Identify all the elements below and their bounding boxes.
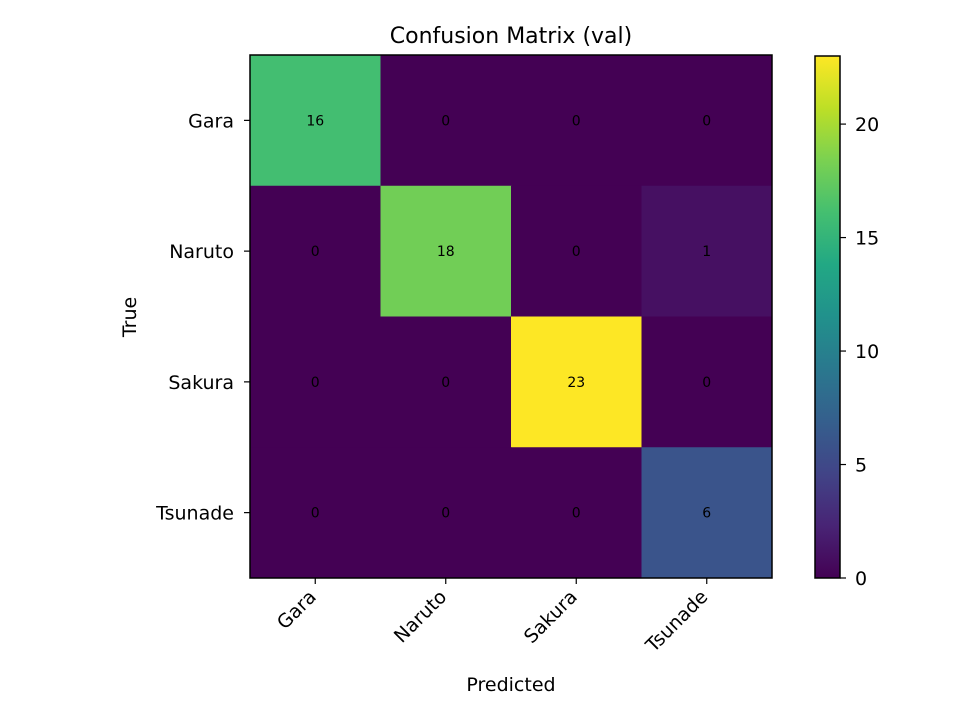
heatmap-cell-naruto-gara — [250, 185, 381, 317]
colorbar-tick-label: 20 — [855, 114, 879, 136]
heatmap-cell-sakura-tsunade — [641, 316, 773, 448]
heatmap-cell-naruto-tsunade — [641, 185, 773, 317]
y-axis-label: True — [119, 297, 141, 338]
cell-value-label: 0 — [572, 113, 581, 129]
colorbar: 0 5 10 15 20 — [814, 55, 879, 590]
heatmap-cell-gara-naruto — [380, 55, 512, 187]
heatmap-cells — [250, 55, 773, 579]
heatmap-cell-naruto-sakura — [511, 185, 642, 317]
cell-value-label: 23 — [567, 375, 585, 391]
x-tick-label-sakura: Sakura — [520, 586, 582, 648]
cell-value-label: 0 — [441, 506, 450, 522]
y-axis-ticks: Gara Naruto Sakura Tsunade — [155, 110, 250, 525]
cell-value-label: 0 — [441, 113, 450, 129]
y-tick-label-gara: Gara — [188, 110, 234, 132]
x-tick-label-naruto: Naruto — [390, 586, 451, 647]
cell-value-label: 0 — [311, 244, 320, 260]
x-axis-ticks: Gara Naruto Sakura Tsunade — [273, 578, 712, 657]
cell-value-label: 6 — [702, 506, 711, 522]
cell-value-label: 0 — [572, 506, 581, 522]
colorbar-tick-label: 10 — [855, 341, 879, 363]
cell-value-label: 0 — [572, 244, 581, 260]
colorbar-tick-label: 15 — [855, 228, 879, 250]
y-tick-label-tsunade: Tsunade — [155, 503, 234, 525]
x-tick-label-gara: Gara — [273, 586, 321, 634]
heatmap-cell-sakura-gara — [250, 316, 381, 448]
x-axis-label: Predicted — [466, 674, 555, 696]
colorbar-gradient — [814, 55, 841, 579]
heatmap-cell-gara-sakura — [511, 55, 642, 187]
cell-value-label: 0 — [311, 375, 320, 391]
x-tick-label-tsunade: Tsunade — [641, 586, 712, 657]
y-tick-label-sakura: Sakura — [168, 372, 234, 394]
colorbar-tick-label: 5 — [855, 455, 867, 477]
cell-value-label: 0 — [702, 375, 711, 391]
chart-title: Confusion Matrix (val) — [390, 24, 632, 49]
y-tick-label-naruto: Naruto — [169, 241, 234, 263]
plot-frame — [249, 54, 773, 579]
cell-value-label: 1 — [702, 244, 711, 260]
heatmap-cell-tsunade-naruto — [380, 447, 512, 579]
cell-value-label: 0 — [702, 113, 711, 129]
cell-value-label: 16 — [306, 113, 324, 129]
colorbar-ticks: 0 5 10 15 20 — [840, 114, 879, 590]
heatmap-cell-tsunade-gara — [250, 447, 381, 579]
heatmap-cell-gara-gara — [250, 55, 381, 187]
heatmap-cell-tsunade-sakura — [511, 447, 642, 579]
colorbar-tick-label: 0 — [855, 568, 867, 590]
heatmap-cell-labels: 16 0 0 0 0 18 0 1 0 0 23 0 0 0 0 6 — [306, 113, 711, 521]
heatmap-cell-tsunade-tsunade — [641, 447, 773, 579]
heatmap-cell-gara-tsunade — [641, 55, 773, 187]
heatmap-cell-sakura-sakura — [511, 316, 642, 448]
cell-value-label: 18 — [437, 244, 455, 260]
cell-value-label: 0 — [441, 375, 450, 391]
heatmap-cell-naruto-naruto — [380, 185, 512, 317]
cell-value-label: 0 — [311, 506, 320, 522]
heatmap-cell-sakura-naruto — [380, 316, 512, 448]
